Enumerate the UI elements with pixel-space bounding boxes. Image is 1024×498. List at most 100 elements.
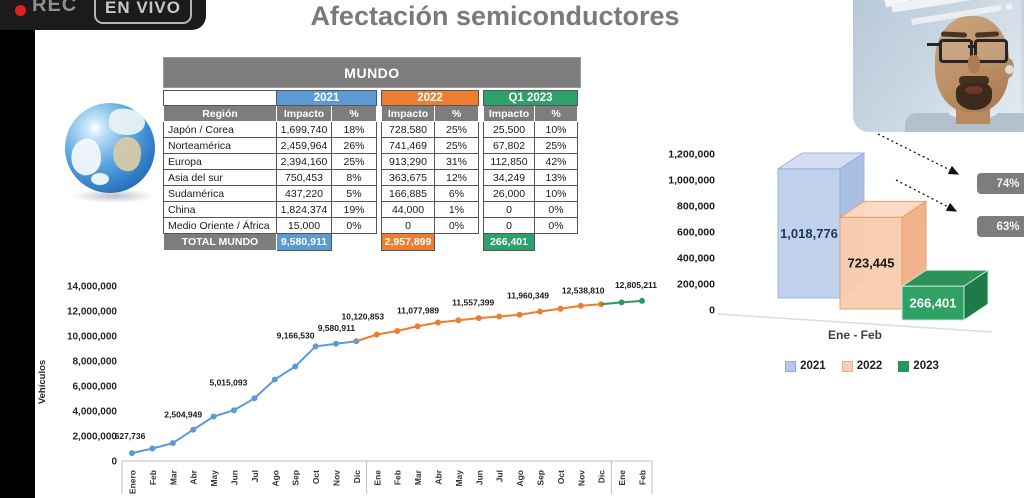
table-cell: 166,885	[381, 185, 435, 202]
table-cell: 25%	[434, 137, 479, 154]
legend-swatch	[898, 360, 910, 372]
table-gap	[478, 90, 484, 106]
glasses-icon	[939, 39, 973, 63]
stream-overlay-bar: REC EN VIVO	[0, 0, 206, 30]
earbud-icon	[1005, 65, 1014, 74]
globe-sphere	[65, 103, 155, 193]
svg-text:2,000,000: 2,000,000	[73, 432, 118, 443]
svg-text:Jun: Jun	[474, 470, 484, 485]
impact-header: Impacto	[483, 105, 535, 122]
table-cell: 42%	[534, 153, 578, 170]
table-cell: 0%	[434, 217, 479, 234]
table-cell: 25%	[534, 137, 578, 154]
table-cell: 10%	[534, 185, 578, 202]
table-cell: 2,459,964	[276, 137, 332, 154]
table-cell: 741,469	[381, 137, 435, 154]
table-cell: 750,453	[276, 169, 332, 186]
table-cell: 0	[483, 201, 535, 218]
table-row: Región Impacto % Impacto % Impacto %	[163, 105, 578, 122]
svg-text:11,960,349: 11,960,349	[507, 290, 549, 300]
table-grid: 2021 2022 Q1 2023 Región Impacto % Impac…	[163, 90, 578, 251]
svg-text:6,000,000: 6,000,000	[73, 382, 118, 393]
svg-text:11,077,989: 11,077,989	[397, 306, 439, 316]
page-title: Afectación semiconductores	[310, 1, 680, 31]
table-cell: 18%	[331, 121, 377, 138]
table-cell: 0%	[534, 217, 578, 234]
svg-text:4,000,000: 4,000,000	[73, 407, 118, 418]
svg-text:12,000,000: 12,000,000	[67, 307, 117, 318]
table-cell: 8%	[331, 169, 377, 186]
year-2023-header: Q1 2023	[483, 90, 578, 106]
svg-text:200,000: 200,000	[677, 279, 715, 291]
rec-dot-icon	[15, 5, 26, 16]
svg-text:Mar: Mar	[413, 469, 423, 485]
legend-item-2022: 2022	[841, 360, 882, 372]
svg-text:Nov: Nov	[576, 470, 586, 486]
table-cell: 728,580	[381, 121, 435, 138]
table-cell: 437,220	[276, 185, 332, 202]
total-2023: 266,401	[483, 233, 535, 251]
svg-text:12,538,810: 12,538,810	[562, 285, 605, 295]
year-2022-header: 2022	[381, 90, 479, 106]
yearly-3d-bar-chart: 0 200,000 400,000 600,000 800,000 1,000,000 1,…	[668, 149, 993, 342]
legend-item-2021: 2021	[785, 360, 826, 372]
globe-shadow	[70, 189, 156, 203]
table-cell: Sudamérica	[163, 185, 277, 202]
cumulative-line-chart: 0 2,000,000 4,000,000 6,000,000 8,000,000 10,…	[37, 280, 657, 494]
dotted-arrow	[895, 179, 958, 212]
impact-header: Impacto	[381, 105, 435, 122]
table-cell: China	[163, 201, 277, 218]
table-row: 2021 2022 Q1 2023	[163, 90, 578, 106]
table-cell: 12%	[434, 169, 479, 186]
table-cell: 1%	[434, 201, 479, 218]
table-row: Sudamérica 437,220 5% 166,885 6% 26,000 …	[163, 185, 578, 202]
table-cell: 1,699,740	[276, 121, 332, 138]
table-cell: 112,850	[483, 153, 535, 170]
globe-continent	[110, 134, 144, 174]
total-label: TOTAL MUNDO	[163, 233, 277, 251]
legend-label: 2023	[913, 360, 939, 372]
svg-text:266,401: 266,401	[910, 296, 957, 311]
svg-text:14,000,000: 14,000,000	[67, 282, 117, 293]
table-cell: 0%	[331, 217, 377, 234]
svg-text:Mar: Mar	[168, 469, 178, 485]
impact-header: Impacto	[276, 105, 332, 122]
table-cell: 5%	[331, 185, 377, 202]
svg-text:Feb: Feb	[148, 470, 158, 485]
pct-drop-badge-74: 74%	[977, 173, 1024, 194]
svg-text:May: May	[209, 470, 219, 487]
table-title: MUNDO	[163, 57, 581, 88]
table-row: China 1,824,374 19% 44,000 1% 0 0%	[163, 201, 578, 218]
dotted-arrow	[877, 133, 960, 175]
svg-text:Vehículos: Vehículos	[37, 360, 48, 404]
table-cell: 67,802	[483, 137, 535, 154]
total-2022: 2,957,899	[381, 233, 435, 251]
svg-text:0: 0	[111, 457, 117, 468]
table-cell: Europa	[163, 153, 277, 170]
svg-text:10,120,853: 10,120,853	[342, 311, 385, 321]
svg-text:Enero: Enero	[128, 470, 138, 494]
globe-continent	[91, 173, 109, 185]
legend-swatch	[841, 360, 853, 372]
table-row: Asia del sur 750,453 8% 363,675 12% 34,2…	[163, 169, 578, 186]
svg-text:400,000: 400,000	[677, 253, 715, 265]
table-gap	[478, 105, 484, 122]
svg-text:Ene: Ene	[617, 470, 627, 486]
table-cell: 2,394,160	[276, 153, 332, 170]
svg-text:9,166,530: 9,166,530	[277, 330, 315, 340]
svg-text:12,805,211: 12,805,211	[615, 280, 657, 290]
svg-text:723,445: 723,445	[848, 256, 895, 271]
speaker-mouth	[965, 86, 983, 94]
svg-text:Dic: Dic	[352, 470, 362, 484]
globe-continent	[107, 106, 147, 138]
year-2021-header: 2021	[276, 90, 377, 106]
table-cell: 0	[483, 217, 535, 234]
table-cell: 10%	[534, 121, 578, 138]
svg-text:Feb: Feb	[393, 470, 403, 485]
table-cell: 26,000	[483, 185, 535, 202]
svg-text:Sep: Sep	[291, 470, 301, 486]
speaker-mustache	[959, 76, 989, 85]
glasses-temple	[927, 43, 940, 46]
svg-text:May: May	[454, 470, 464, 487]
svg-text:Abr: Abr	[434, 469, 444, 484]
